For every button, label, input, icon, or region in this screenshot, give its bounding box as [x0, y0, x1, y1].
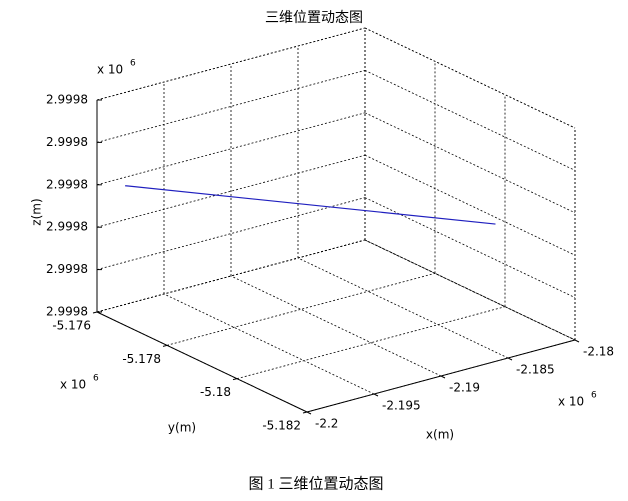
x-tick-label: -2.18 — [583, 345, 614, 359]
y-tick — [92, 311, 98, 314]
grid-line — [166, 272, 436, 346]
x-tick — [440, 375, 446, 379]
z-axis-label: z(m) — [30, 198, 44, 225]
y-axis — [96, 311, 308, 413]
x-tick-label: -2.2 — [315, 417, 338, 431]
z-tick-label: 2.9998 — [46, 305, 88, 319]
y-tick — [232, 378, 238, 381]
grid-line — [364, 197, 576, 298]
z-multiplier: x 10 — [97, 63, 123, 77]
y-tick — [162, 344, 168, 347]
x-tick — [306, 411, 312, 415]
z-tick-label: 2.9998 — [46, 135, 88, 149]
grid-line — [364, 154, 576, 256]
grid-line — [96, 27, 366, 101]
x-axis-label: x(m) — [426, 428, 454, 442]
x-multiplier: x 10 — [558, 395, 584, 409]
z-tick-label: 2.9998 — [46, 220, 88, 234]
z-tick-label: 2.9998 — [46, 93, 88, 107]
grid-line — [364, 239, 576, 341]
y-tick — [302, 411, 308, 414]
grid-line — [297, 257, 509, 359]
x-tick-label: -2.195 — [382, 399, 421, 413]
x-tick — [574, 339, 580, 343]
x-multiplier-power: 6 — [591, 391, 597, 401]
x-tick-label: -2.185 — [516, 363, 555, 377]
z-tick-label: 2.9998 — [46, 262, 88, 276]
y-multiplier: x 10 — [60, 378, 86, 392]
y-tick-label: -5.176 — [52, 319, 91, 333]
y-tick-label: -5.178 — [122, 352, 161, 366]
chart-title: 三维位置动态图 — [265, 10, 363, 26]
grid-line — [364, 27, 576, 129]
grid-line — [364, 112, 576, 214]
figure-caption: 图 1 三维位置动态图 — [248, 475, 383, 492]
y-multiplier-power: 6 — [93, 374, 99, 384]
grid-line — [364, 70, 576, 171]
x-tick — [373, 393, 379, 397]
grid-line — [230, 275, 442, 377]
x-tick — [507, 357, 513, 361]
z-multiplier-power: 6 — [130, 59, 136, 69]
y-tick-label: -5.18 — [200, 385, 231, 399]
trajectory-line — [125, 185, 496, 225]
grid-line — [163, 293, 375, 395]
y-tick-label: -5.182 — [262, 419, 301, 433]
y-axis-label: y(m) — [168, 421, 196, 435]
x-tick-label: -2.19 — [449, 381, 480, 395]
z-tick-label: 2.9998 — [46, 177, 88, 191]
